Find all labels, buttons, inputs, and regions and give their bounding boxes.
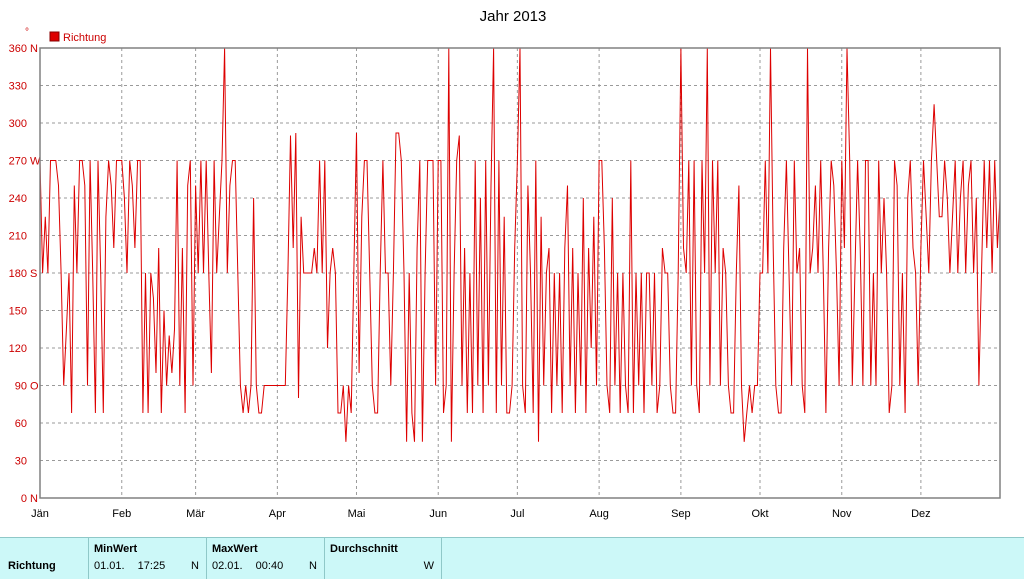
y-tick-label: 150 <box>9 306 27 318</box>
x-tick-label: Feb <box>112 508 131 520</box>
y-tick-direction: N <box>30 493 38 505</box>
y-tick-label: 240 <box>9 193 27 205</box>
x-tick-label: Aug <box>589 508 609 520</box>
x-tick-label: Jun <box>429 508 447 520</box>
x-tick-label: Sep <box>671 508 691 520</box>
max-value: N <box>309 560 317 572</box>
y-tick-label: 270 <box>9 156 27 168</box>
min-header: MinWert <box>94 543 138 555</box>
y-tick-label: 120 <box>9 343 27 355</box>
x-tick-label: Nov <box>832 508 852 520</box>
min-row: 01.01. 17:25 N <box>94 560 199 572</box>
y-tick-label: 330 <box>9 81 27 93</box>
x-axis-ticks: Jän Feb Mär Apr Mai Jun Jul Aug Sep Okt Nov Dez <box>31 508 931 520</box>
x-tick-label: Dez <box>911 508 931 520</box>
max-time: 00:40 <box>255 560 284 572</box>
min-date: 01.01. <box>94 560 125 572</box>
x-tick-label: Apr <box>269 508 286 520</box>
stats-row-label: Richtung <box>8 560 56 572</box>
plot-frame <box>39 47 1001 499</box>
y-tick-label: 0 <box>21 493 27 505</box>
y-tick-label: 180 <box>9 268 27 280</box>
y-tick-label: 90 <box>15 381 27 393</box>
y-tick-direction: S <box>30 268 37 280</box>
y-tick-direction: O <box>30 381 39 393</box>
chart-title: Jahr 2013 <box>480 8 547 25</box>
max-row: 02.01. 00:40 N <box>212 560 317 572</box>
stats-label-cell: Richtung <box>0 538 89 579</box>
min-value: N <box>191 560 199 572</box>
y-unit-label: ° <box>25 27 29 38</box>
x-tick-label: Jän <box>31 508 49 520</box>
x-tick-label: Mär <box>186 508 205 520</box>
grid-lines <box>40 48 1000 498</box>
stats-max-cell: MaxWert 02.01. 00:40 N <box>207 538 325 579</box>
min-time: 17:25 <box>137 560 166 572</box>
stats-panel: Richtung MinWert 01.01. 17:25 N MaxWert … <box>0 537 1024 579</box>
legend-label: Richtung <box>63 32 106 44</box>
stats-min-cell: MinWert 01.01. 17:25 N <box>89 538 207 579</box>
y-tick-direction: N <box>30 43 38 55</box>
y-tick-direction: W <box>30 156 41 168</box>
x-tick-label: Okt <box>751 508 768 520</box>
avg-value: W <box>423 560 434 572</box>
avg-header: Durchschnitt <box>330 543 398 555</box>
series-line-richtung <box>39 47 1001 442</box>
max-header: MaxWert <box>212 543 258 555</box>
legend-swatch <box>49 31 60 42</box>
y-tick-label: 300 <box>9 118 27 130</box>
max-date: 02.01. <box>212 560 243 572</box>
y-tick-label: 360 <box>9 43 27 55</box>
y-tick-label: 60 <box>15 418 27 430</box>
x-tick-label: Mai <box>348 508 366 520</box>
x-tick-label: Jul <box>510 508 524 520</box>
stats-avg-cell: Durchschnitt W <box>325 538 442 579</box>
y-tick-label: 30 <box>15 456 27 468</box>
y-tick-label: 210 <box>9 231 27 243</box>
